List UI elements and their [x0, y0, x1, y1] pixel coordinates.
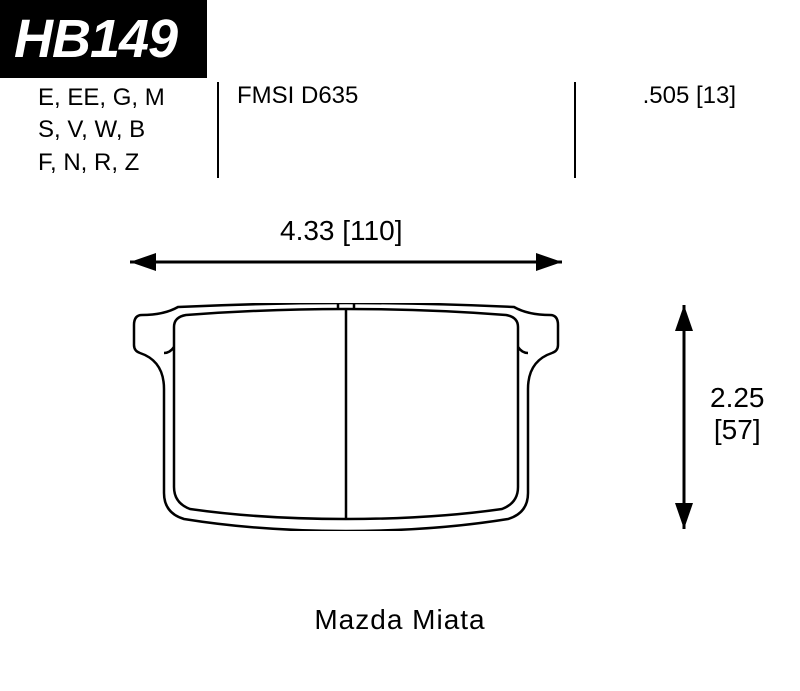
height-label-in: 2.25: [710, 382, 765, 414]
fmsi-code: FMSI D635: [237, 82, 407, 111]
width-dimension-label: 4.33 [110]: [280, 215, 402, 247]
part-number-text: HB149: [14, 9, 177, 69]
width-label-text: 4.33 [110]: [280, 215, 402, 246]
brake-pad-outline: [128, 303, 564, 531]
thickness-value: .505 [13]: [606, 82, 736, 111]
height-label-mm: [57]: [710, 414, 765, 446]
compound-codes: E, EE, G, M S, V, W, B F, N, R, Z: [38, 82, 203, 179]
height-dimension-label: 2.25 [57]: [710, 382, 765, 446]
divider-2: [574, 82, 576, 178]
spec-row: E, EE, G, M S, V, W, B F, N, R, Z FMSI D…: [0, 82, 800, 178]
codes-line3: F, N, R, Z: [38, 147, 203, 179]
codes-line1: E, EE, G, M: [38, 82, 203, 114]
vehicle-label-text: Mazda Miata: [314, 604, 485, 635]
height-dimension-arrow: [671, 303, 697, 531]
codes-line2: S, V, W, B: [38, 114, 203, 146]
width-dimension-arrow: [128, 249, 564, 275]
thickness-label: .505 [13]: [643, 82, 736, 109]
vehicle-label: Mazda Miata: [0, 604, 800, 636]
divider-1: [217, 82, 219, 178]
fmsi-label: FMSI D635: [237, 82, 358, 109]
part-number-header: HB149: [0, 0, 207, 78]
